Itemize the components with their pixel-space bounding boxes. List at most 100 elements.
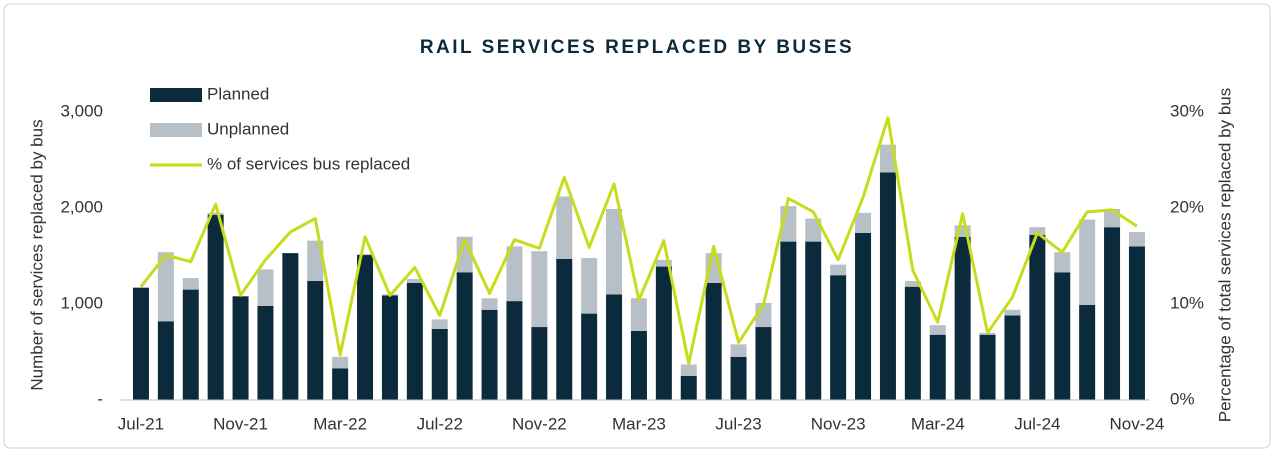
bar-segment [307, 240, 324, 281]
bar-segment [830, 264, 847, 276]
bar-segment [1054, 272, 1071, 400]
bar-segment [207, 214, 224, 400]
bar-segment [1104, 227, 1121, 400]
legend-swatch [150, 123, 202, 137]
x-tick-label: Jul-21 [118, 414, 164, 433]
bar-segment [805, 218, 822, 242]
x-tick-label: Nov-24 [1110, 414, 1165, 433]
bar-segment [531, 251, 548, 328]
bar-segment [1079, 304, 1096, 400]
legend-label: Planned [207, 84, 269, 103]
bar-segment [157, 252, 174, 322]
bar-segment [456, 272, 473, 400]
bar-segment [481, 309, 498, 400]
bar-segment [182, 278, 199, 290]
bar-segment [780, 241, 797, 400]
bar-segment [954, 225, 971, 237]
bar-segment [506, 301, 523, 400]
bar-segment [705, 282, 722, 400]
bar-segment [207, 212, 224, 215]
bar-segment [929, 334, 946, 400]
bar-segment [1128, 232, 1145, 247]
bar-segment [855, 232, 872, 400]
y-axis-title: Number of services replaced by bus [27, 119, 46, 390]
bar-segment [1054, 252, 1071, 273]
bar-segment [954, 236, 971, 400]
bar-segment [979, 334, 996, 400]
x-tick-label: Nov-22 [512, 414, 567, 433]
bar-segment [606, 208, 623, 295]
bar-segment [630, 330, 647, 400]
legend-swatch [150, 88, 202, 102]
bar-segment [157, 321, 174, 400]
bar-segment [182, 289, 199, 400]
bar-segment [1029, 227, 1046, 235]
bar-segment [332, 368, 349, 400]
bar-segment [1079, 219, 1096, 305]
bar-segment [879, 172, 896, 400]
bar-segment [904, 280, 921, 287]
bar-segment [307, 280, 324, 400]
bar-segment [581, 257, 598, 314]
bar-segment [655, 266, 672, 400]
y2-axis-title: Percentage of total services replaced by… [1215, 88, 1234, 423]
y-tick-label: 2,000 [60, 197, 103, 216]
bar-segment [506, 246, 523, 302]
bar-segment [357, 255, 374, 400]
y-tick-label: - [97, 389, 103, 408]
x-tick-label: Nov-21 [213, 414, 268, 433]
bar-segment [581, 313, 598, 400]
bar-segment [332, 356, 349, 369]
bar-segment [630, 298, 647, 331]
bar-segment [1029, 234, 1046, 400]
bar-segment [805, 241, 822, 400]
x-tick-label: Mar-22 [313, 414, 367, 433]
x-tick-label: Jul-22 [417, 414, 463, 433]
bar-segment [232, 296, 249, 400]
bar-segment [257, 269, 274, 306]
bar-segment [357, 254, 374, 256]
bar-segment [431, 319, 448, 329]
bar-segment [531, 327, 548, 400]
y2-tick-label: 20% [1170, 197, 1204, 216]
y2-tick-label: 10% [1170, 293, 1204, 312]
y-tick-label: 3,000 [60, 101, 103, 120]
bar-segment [606, 294, 623, 400]
line-series [139, 116, 1138, 366]
y2-tick-label: 30% [1170, 101, 1204, 120]
y2-tick-label: 0% [1170, 389, 1195, 408]
bar-segment [1128, 246, 1145, 400]
legend-label: % of services bus replaced [207, 154, 410, 173]
x-tick-label: Jul-23 [715, 414, 761, 433]
bar-segment [406, 282, 423, 400]
bar-segment [855, 212, 872, 233]
bar-segment [1004, 309, 1021, 316]
y-tick-label: 1,000 [60, 293, 103, 312]
bar-segment [481, 298, 498, 310]
bar-segment [879, 144, 896, 173]
bar-segment [730, 356, 747, 400]
bar-segment [282, 253, 299, 400]
bar-segment [680, 364, 697, 376]
bar-segment [755, 327, 772, 400]
bar-segment [655, 259, 672, 267]
bar-segment [257, 305, 274, 400]
x-tick-label: Mar-24 [911, 414, 965, 433]
bar-segment [381, 295, 398, 400]
chart-title: RAIL SERVICES REPLACED BY BUSES [420, 37, 854, 58]
x-tick-label: Jul-24 [1014, 414, 1060, 433]
legend-label: Unplanned [207, 119, 289, 138]
bar-segment [929, 325, 946, 335]
bar-segment [730, 344, 747, 357]
bar-segment [1004, 315, 1021, 400]
bar-segment [556, 196, 573, 259]
bar-segment [830, 275, 847, 400]
bar-segment [556, 258, 573, 400]
x-tick-label: Mar-23 [612, 414, 666, 433]
bar-segment [132, 287, 149, 400]
x-tick-label: Nov-23 [811, 414, 866, 433]
bar-segment [431, 328, 448, 400]
bar-segment [904, 286, 921, 400]
bar-segment [406, 279, 423, 283]
